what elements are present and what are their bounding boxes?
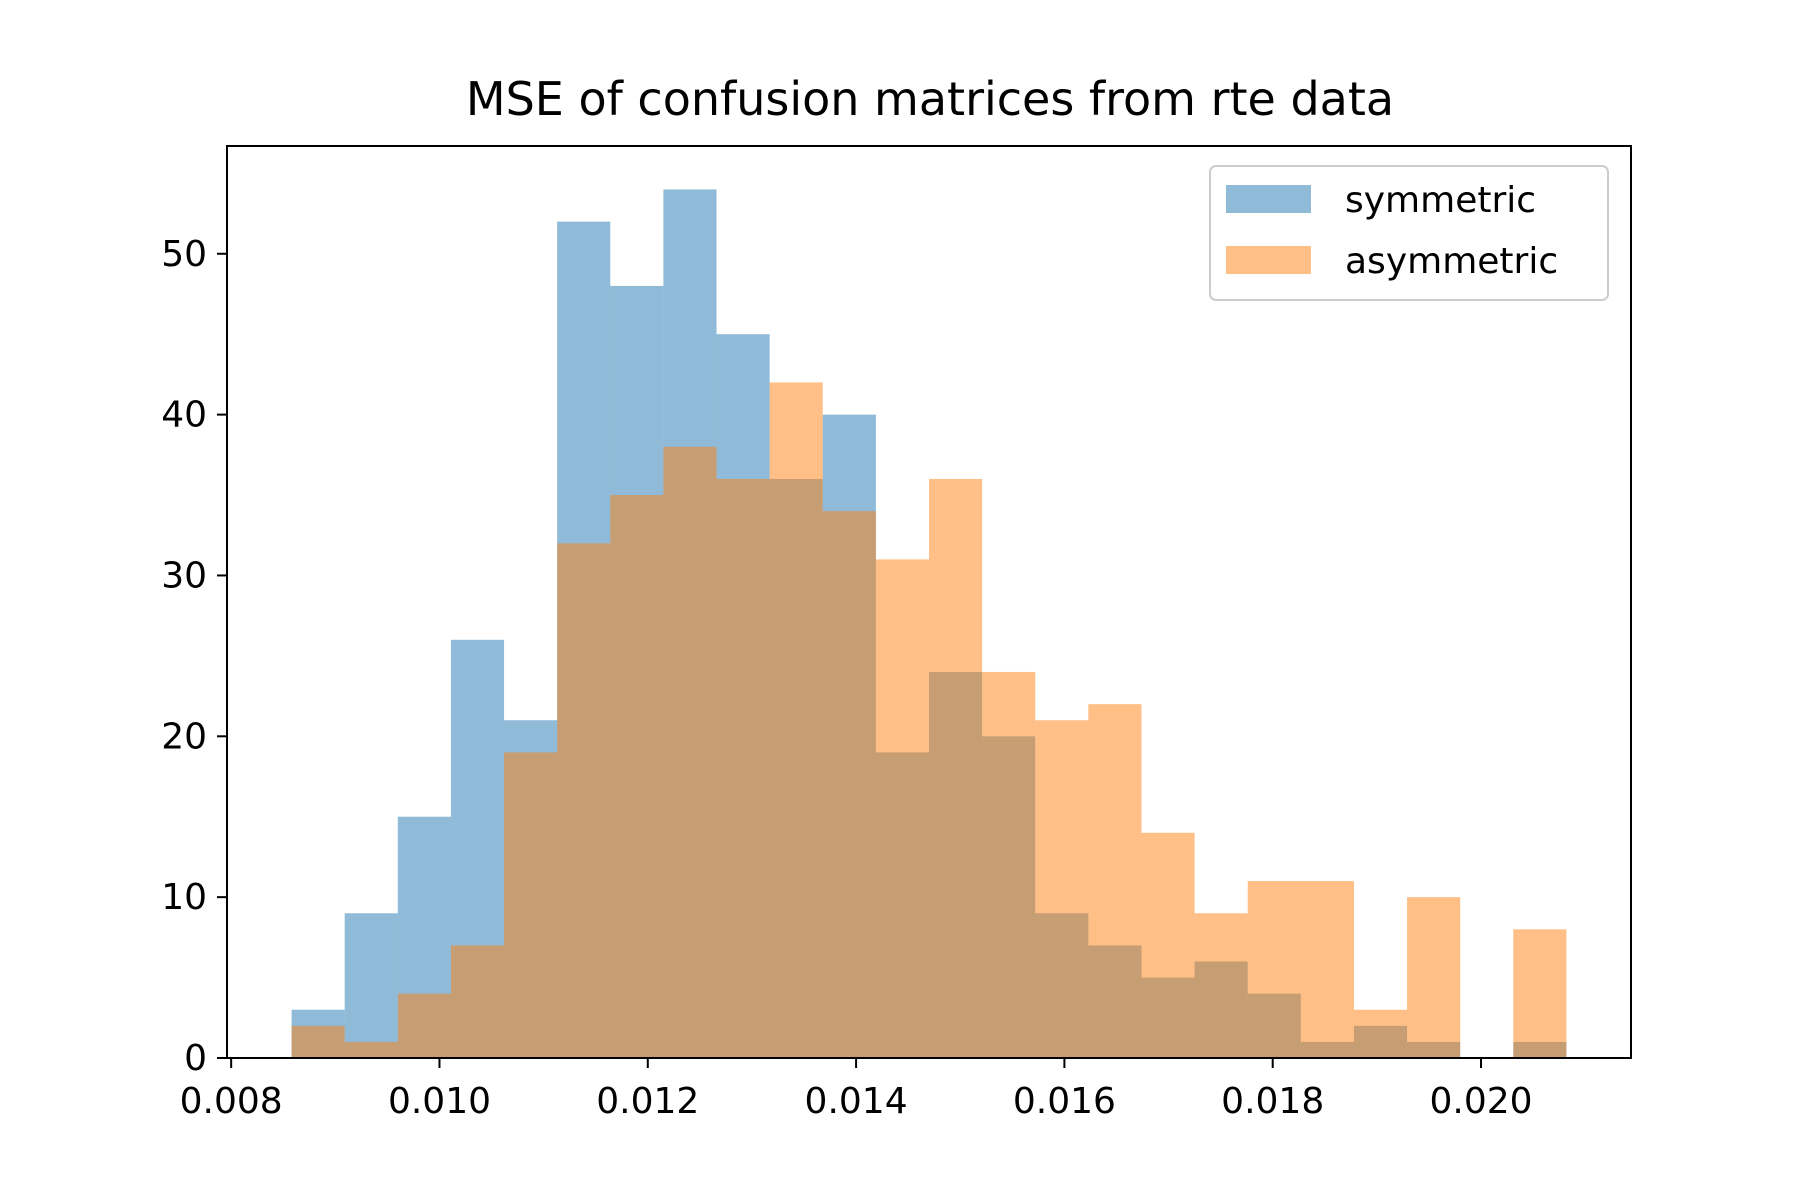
asymmetric-bar-13	[982, 671, 1036, 1058]
asymmetric-bar-15	[1088, 704, 1142, 1058]
x-tick-label: 0.018	[1221, 1081, 1324, 1122]
legend-label-symmetric: symmetric	[1345, 180, 1536, 221]
asymmetric-bar-18	[1247, 881, 1301, 1058]
asymmetric-bar-19	[1300, 881, 1354, 1058]
asymmetric-bar-3	[450, 945, 505, 1058]
legend-swatch-symmetric	[1226, 185, 1311, 213]
asymmetric-bar-14	[1035, 720, 1089, 1058]
asymmetric-bar-7	[663, 446, 717, 1058]
asymmetric-bar-20	[1353, 1009, 1408, 1058]
y-tick-label: 0	[184, 1038, 207, 1079]
asymmetric-bar-9	[769, 382, 823, 1058]
asymmetric-bar-2	[397, 993, 451, 1058]
asymmetric-bar-5	[557, 543, 611, 1058]
y-tick-label: 20	[161, 716, 207, 757]
asymmetric-bar-16	[1141, 832, 1195, 1058]
x-tick-label: 0.020	[1429, 1081, 1532, 1122]
x-tick-label: 0.008	[180, 1081, 283, 1122]
asymmetric-bar-17	[1194, 913, 1248, 1058]
y-tick-label: 40	[161, 395, 207, 436]
legend-swatch-asymmetric	[1226, 246, 1311, 274]
x-tick-label: 0.012	[596, 1081, 699, 1122]
legend: symmetric asymmetric	[1209, 165, 1609, 301]
asymmetric-bar-4	[504, 752, 558, 1058]
asymmetric-bar-11	[875, 559, 929, 1058]
bars-layer	[291, 189, 1567, 1058]
x-tick-label: 0.016	[1013, 1081, 1116, 1122]
asymmetric-bar-1	[344, 1041, 398, 1058]
chart-title: MSE of confusion matrices from rte data	[466, 72, 1394, 126]
asymmetric-bar-21	[1407, 897, 1461, 1058]
series-asymmetric	[291, 382, 1567, 1058]
y-tick-label: 10	[161, 877, 207, 918]
x-tick-label: 0.010	[388, 1081, 491, 1122]
asymmetric-bar-12	[929, 478, 983, 1058]
plot-frame	[226, 145, 1632, 1059]
asymmetric-bar-0	[291, 1025, 345, 1058]
legend-label-asymmetric: asymmetric	[1345, 241, 1558, 282]
asymmetric-bar-8	[716, 478, 770, 1058]
x-tick-label: 0.014	[805, 1081, 908, 1122]
y-tick-label: 30	[161, 555, 207, 596]
x-axis: 0.008 0.010 0.012 0.014 0.016 0.018 0.020	[180, 1058, 1533, 1122]
y-axis: 0 10 20 30 40 50	[161, 234, 227, 1079]
y-tick-label: 50	[161, 234, 207, 275]
asymmetric-bar-6	[610, 495, 664, 1058]
symmetric-bar-1	[344, 913, 398, 1058]
asymmetric-bar-23	[1513, 929, 1567, 1058]
asymmetric-bar-10	[822, 511, 876, 1058]
